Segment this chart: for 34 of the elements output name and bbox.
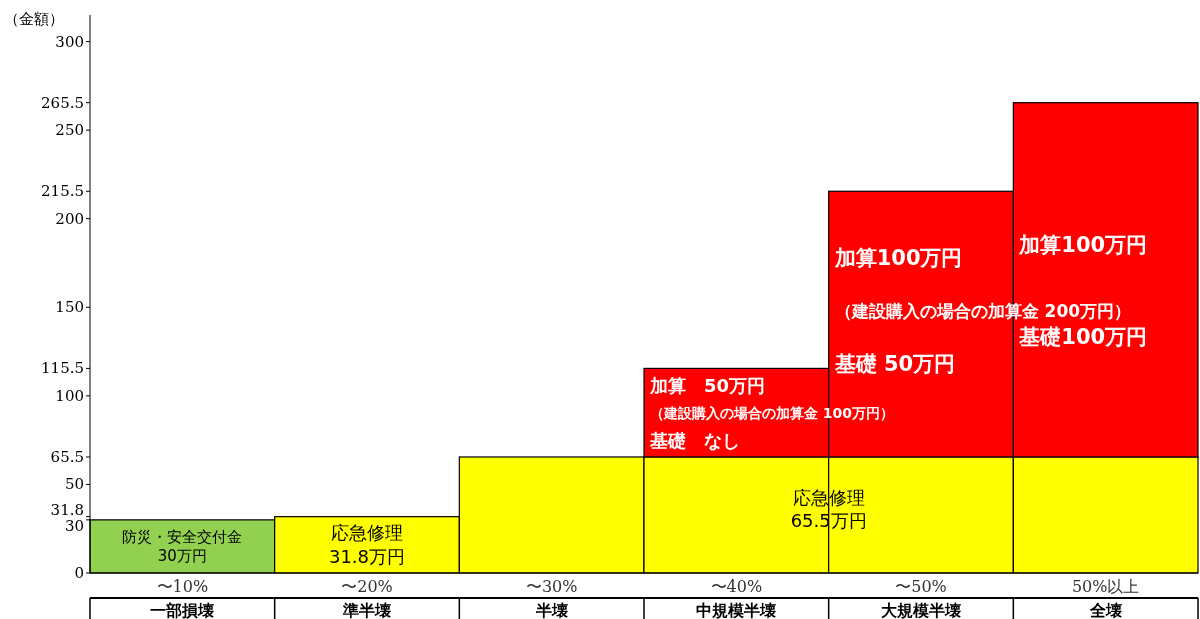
annotation: 加算 50万円 [649,375,766,397]
y-tick-label: 30 [64,517,84,536]
text: 一部損壊 [150,601,215,619]
x-tick-label: 〜10% [156,577,209,596]
text: 全壊 [1088,601,1122,619]
y-tick-label: 265.5 [41,93,84,112]
annotation: 加算100万円 [1018,232,1148,257]
annotation: 基礎 なし [649,430,740,452]
x-tick-label: 〜50% [895,577,947,596]
text: 中規模半壊 [696,601,777,619]
y-tick-label: 115.5 [41,359,84,378]
x-tick-label: 50%以上 [1071,577,1140,596]
y-tick-label: 300 [55,32,84,51]
y-tick-label: 200 [55,209,84,228]
annotation: 基礎100万円 [1018,324,1148,349]
x-tick-label: 〜20% [341,577,393,596]
annotation: 加算100万円 [833,246,963,271]
text: 準半壊 [342,601,391,619]
x-tick-label: 〜30% [525,577,578,596]
annotation: 基礎 50万円 [833,352,956,377]
y-tick-label: 150 [55,298,84,317]
y-tick-label: 100 [55,386,84,405]
y-tick-label: 31.8 [50,501,84,520]
annotation: 応急修理 31.8万円 [328,522,406,567]
y-tick-label: 0 [74,564,84,582]
y-tick-label: 65.5 [50,447,84,466]
text: 半壊 [534,601,568,619]
y-axis-title: （金額） [4,10,64,28]
x-tick-label: 〜40% [710,577,763,596]
y-tick-label: 250 [55,121,84,140]
y-tick-label: 50 [64,475,84,494]
text: 大規模半壊 [881,601,961,619]
annotation: 防災・安全交付金 30万円 [122,527,243,566]
y-tick-label: 215.5 [41,182,84,201]
